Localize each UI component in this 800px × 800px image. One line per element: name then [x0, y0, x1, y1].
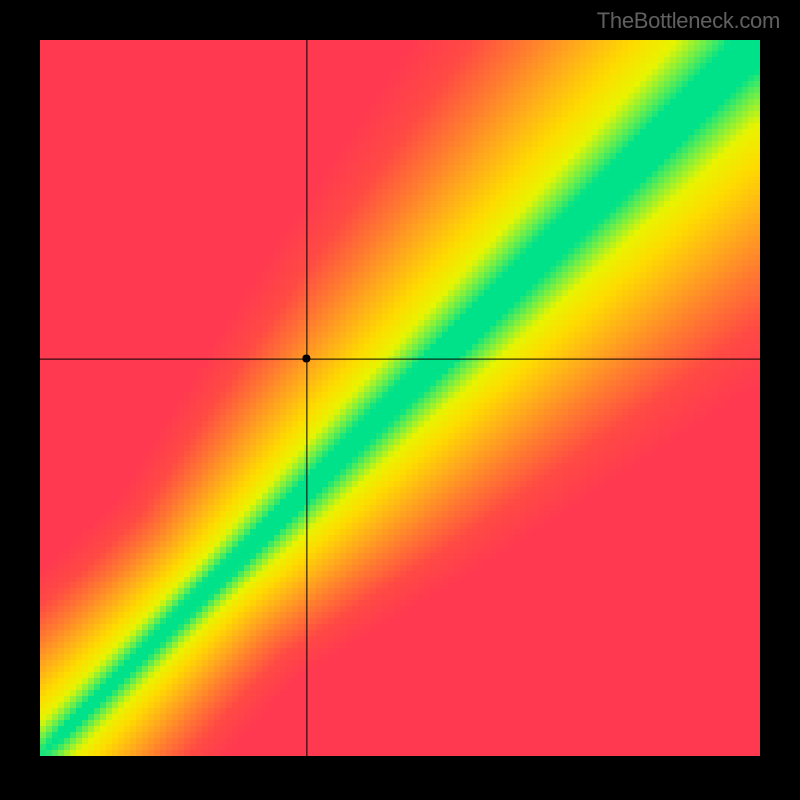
chart-container: TheBottleneck.com: [0, 0, 800, 800]
heatmap-canvas: [40, 40, 760, 756]
plot-frame: [40, 40, 760, 756]
watermark-text: TheBottleneck.com: [597, 8, 780, 34]
